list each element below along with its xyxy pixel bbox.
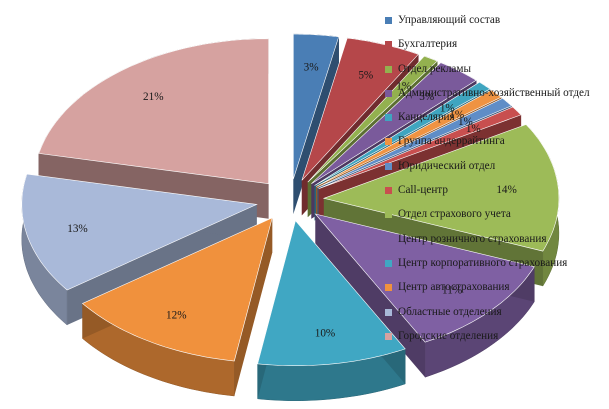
slice-wall-11-0	[234, 217, 273, 396]
legend-label: Центр розничного страхования	[398, 232, 547, 245]
legend-label: Отдел страхового учета	[398, 208, 511, 221]
pie-slice-1	[301, 37, 419, 181]
data-label-7: 1%	[466, 123, 481, 135]
data-label-5: 1%	[449, 109, 464, 121]
pie-slice-8	[322, 124, 560, 252]
legend-swatch	[385, 138, 392, 146]
pie-slice-4	[314, 81, 491, 186]
pie-slice-11	[81, 217, 273, 362]
legend-label: Административно-хозяйственный отдел	[398, 86, 590, 99]
legend-item: Call-центр	[385, 184, 605, 197]
data-label-1: 5%	[358, 69, 373, 81]
legend-item: Управляющий состав	[385, 14, 605, 27]
legend-swatch	[385, 235, 392, 243]
pie-slice-5	[315, 89, 502, 187]
pie-slice-7	[318, 106, 522, 189]
pie-slice-3	[311, 62, 477, 184]
legend-item: Административно-хозяйственный отдел	[385, 87, 605, 100]
slice-wall-9-1	[315, 213, 426, 378]
legend-label: Канцелярия	[398, 111, 455, 124]
legend-item: Областные отделения	[385, 306, 605, 319]
pie-slice-12	[21, 173, 258, 291]
legend-swatch	[385, 284, 392, 292]
pie-slice-0	[293, 33, 340, 180]
pie-data-labels: 3%5%1%3%1%1%1%1%14%11%10%12%13%21%	[67, 62, 517, 340]
legend-item: Канцелярия	[385, 111, 605, 124]
data-label-4: 1%	[440, 103, 455, 115]
legend-item: Центр розничного страхования	[385, 233, 605, 246]
legend-item: Центр корпоративного страхования	[385, 257, 605, 270]
pie-slice-13	[38, 38, 269, 185]
legend-item: Бухгалтерия	[385, 38, 605, 51]
legend-swatch	[385, 89, 392, 97]
legend-label: Бухгалтерия	[398, 38, 458, 51]
legend-label: Городские отделения	[398, 329, 499, 342]
pie-slice-6	[317, 97, 513, 188]
legend-label: Отдел рекламы	[398, 62, 471, 75]
data-label-11: 12%	[166, 309, 187, 321]
legend-swatch	[385, 332, 392, 340]
data-label-10: 10%	[315, 327, 336, 339]
legend-label: Call-центр	[398, 184, 448, 197]
legend-swatch	[385, 308, 392, 316]
legend-label: Областные отделения	[398, 305, 502, 318]
legend-swatch	[385, 17, 392, 24]
pie-slices	[21, 33, 560, 366]
chart-legend: Управляющий состав Бухгалтерия Отдел рекла…	[385, 14, 605, 354]
legend-swatch	[385, 211, 392, 219]
data-label-6: 1%	[458, 116, 473, 128]
legend-label: Центр корпоративного страхования	[398, 256, 568, 269]
legend-item: Юридический отдел	[385, 160, 605, 173]
pie-slice-9	[314, 213, 535, 343]
legend-item: Отдел страхового учета	[385, 208, 605, 221]
slice-wall-0-1	[293, 36, 339, 215]
legend-swatch	[385, 259, 392, 267]
legend-swatch	[385, 65, 392, 73]
data-label-2: 1%	[396, 81, 411, 93]
legend-item: Группа андеррайтинга	[385, 135, 605, 148]
legend-label: Группа андеррайтинга	[398, 135, 505, 148]
pie-slice-10	[257, 220, 406, 366]
data-label-8: 14%	[496, 184, 517, 196]
data-label-0: 3%	[304, 62, 319, 74]
legend-item: Городские отделения	[385, 330, 605, 343]
legend-swatch	[385, 114, 392, 122]
data-label-9: 11%	[442, 284, 462, 296]
legend-item: Центр автострахования	[385, 281, 605, 294]
pie-slice-2	[307, 55, 438, 183]
legend-label: Центр автострахования	[398, 281, 510, 294]
data-label-3: 3%	[419, 91, 434, 103]
legend-label: Юридический отдел	[398, 159, 496, 172]
data-label-13: 21%	[143, 91, 164, 103]
legend-swatch	[385, 162, 392, 170]
legend-swatch	[385, 41, 392, 49]
legend-swatch	[385, 187, 392, 195]
legend-label: Управляющий состав	[398, 14, 501, 26]
legend-item: Отдел рекламы	[385, 63, 605, 76]
data-label-12: 13%	[67, 223, 88, 235]
